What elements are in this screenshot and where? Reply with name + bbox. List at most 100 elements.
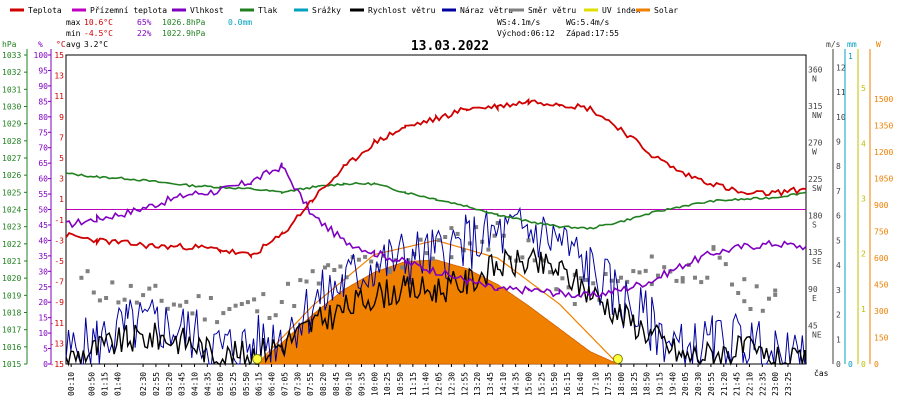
temp-tick-label: 13: [54, 72, 64, 81]
x-tick-label: 05:00: [216, 372, 225, 396]
legend-label: Teplota: [28, 6, 62, 15]
ms-axis-unit: m/s: [826, 40, 841, 49]
x-tick-label: 19:15: [656, 372, 665, 396]
x-tick-label: 00:50: [88, 372, 97, 396]
x-tick-label: 10:50: [396, 372, 405, 396]
wind-dir-point: [656, 273, 660, 278]
wind-dir-point: [467, 241, 472, 246]
wind-dir-point: [91, 290, 96, 295]
pct-tick-label: 75: [38, 128, 48, 137]
wind-dir-point: [159, 298, 164, 303]
temp-tick-label: -13: [50, 339, 65, 348]
ms-tick-label: 1: [836, 335, 841, 344]
wind-dir-point: [208, 296, 213, 300]
wind-dir-point: [134, 300, 139, 305]
wind-dir-point: [532, 258, 537, 263]
wind-dir-point: [424, 251, 429, 256]
wind-dir-point: [443, 235, 448, 239]
x-tick-label: 22:10: [746, 372, 755, 396]
wind-dir-point: [699, 280, 704, 285]
stats-max-press: 1026.8hPa: [162, 18, 206, 27]
x-tick-label: 16:40: [576, 372, 585, 396]
uv-tick-label: 1: [861, 305, 866, 314]
wind-dir-point: [298, 278, 303, 283]
wind-dir-point: [526, 238, 531, 243]
legend-label: Srážky: [312, 6, 341, 15]
w-tick-label: 0: [874, 360, 879, 369]
x-tick-label: 01:15: [101, 372, 110, 396]
x-tick-label: 10:00: [370, 372, 379, 396]
x-tick-label: 12:05: [435, 372, 444, 396]
pct-tick-label: 80: [38, 113, 48, 122]
w-tick-label: 150: [874, 334, 889, 343]
wind-dir-point: [486, 247, 491, 252]
legend-label: Směr větru: [528, 6, 576, 15]
ms-tick-label: 8: [836, 162, 841, 171]
wind-dir-point: [387, 270, 392, 274]
x-axis-label: čas: [814, 368, 829, 378]
dir-tick-label: 270: [808, 138, 823, 147]
stats-min-hum: 22%: [137, 29, 152, 38]
uv-tick-label: 3: [861, 194, 866, 203]
wind-dir-point: [717, 255, 722, 260]
wind-dir-point: [261, 292, 266, 297]
wind-dir-point: [680, 279, 685, 284]
x-tick-label: 15:50: [550, 372, 559, 396]
wind-dir-point: [773, 292, 778, 297]
hpa-tick-label: 1033: [2, 51, 21, 60]
wind-dir-point: [369, 259, 374, 264]
stats-block: max 10.6°C 65% 1026.8hPa 0.0mm min -4.5°…: [66, 18, 619, 49]
hpa-tick-label: 1020: [2, 274, 21, 283]
hpa-tick-label: 1022: [2, 240, 21, 249]
wind-dir-point: [538, 256, 543, 261]
x-tick-label: 00:10: [67, 372, 76, 396]
stats-avg-label: avg: [66, 40, 81, 49]
stats-max-hum: 65%: [137, 18, 152, 27]
hpa-tick-label: 1026: [2, 171, 21, 180]
wind-dir-point: [79, 275, 84, 280]
wind-dir-point: [255, 309, 260, 314]
wind-dir-point: [110, 280, 115, 285]
pct-tick-label: 85: [38, 97, 48, 106]
uv-tick-label: 5: [861, 84, 866, 93]
dir-name-label: SE: [812, 257, 822, 266]
wind-dir-point: [202, 317, 207, 322]
wind-dir-point: [323, 265, 327, 270]
wind-dir-point: [221, 311, 226, 316]
wind-dir-point: [344, 275, 349, 280]
wind-dir-point: [615, 279, 620, 284]
wind-dir-point: [273, 313, 278, 318]
hpa-tick-label: 1031: [2, 85, 21, 94]
ms-tick-label: 6: [836, 212, 841, 221]
x-tick-label: 15:00: [525, 372, 534, 396]
stats-max-rain: 0.0mm: [228, 18, 252, 27]
hpa-tick-label: 1019: [2, 291, 21, 300]
dir-tick-label: 225: [808, 175, 823, 184]
temp-tick-label: 11: [54, 92, 64, 101]
pct-tick-label: 35: [38, 252, 48, 261]
mm-tick-label: 1: [848, 52, 853, 61]
x-tick-label: 06:40: [268, 372, 277, 396]
wind-dir-point: [455, 231, 460, 236]
x-tick-label: 21:20: [720, 372, 729, 396]
legend-label: Rychlost větru: [368, 6, 436, 15]
legend-label: Solar: [654, 6, 678, 15]
w-tick-label: 900: [874, 201, 889, 210]
temp-tick-label: 3: [59, 175, 64, 184]
wind-dir-point: [286, 281, 290, 286]
x-tick-label: 19:40: [668, 372, 677, 396]
legend-label: Tlak: [258, 6, 277, 15]
x-tick-label: 18:25: [630, 372, 639, 396]
pct-tick-label: 70: [38, 144, 48, 153]
hpa-tick-label: 1027: [2, 154, 21, 163]
pct-tick-label: 95: [38, 66, 48, 75]
ms-tick-label: 0: [836, 360, 841, 369]
hpa-tick-label: 1023: [2, 223, 21, 232]
legend-label: Náraz větru: [460, 6, 513, 15]
x-tick-label: 18:50: [643, 372, 652, 396]
wind-dir-point: [492, 233, 497, 238]
pct-tick-label: 15: [38, 314, 48, 323]
wind-dir-point: [239, 302, 244, 306]
wind-dir-point: [387, 267, 392, 272]
